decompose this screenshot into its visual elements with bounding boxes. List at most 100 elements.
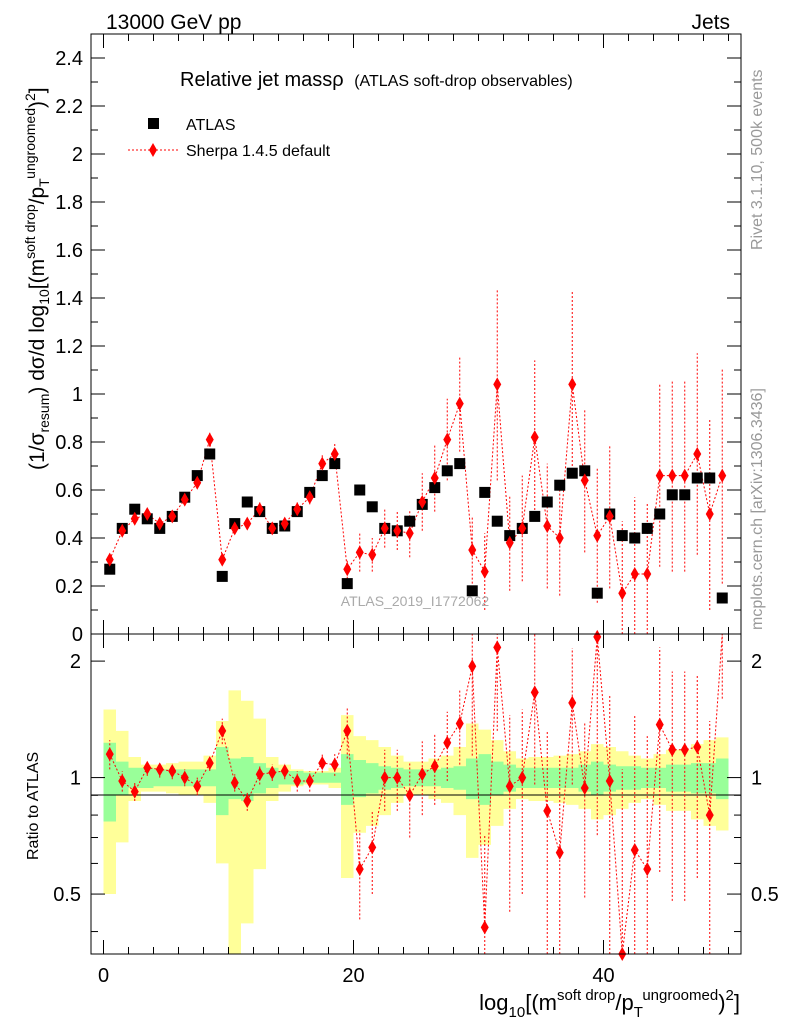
sherpa-point	[555, 531, 564, 545]
ratio-band-inner	[103, 742, 729, 822]
sherpa-point	[493, 377, 502, 392]
sherpa-point	[193, 475, 202, 490]
sherpa-point	[530, 430, 539, 445]
atlas-point	[204, 448, 216, 460]
main-panel-marks	[104, 288, 728, 634]
ratio-panel-frame	[90, 633, 742, 955]
sherpa-point	[268, 521, 277, 536]
ratio-point	[268, 765, 277, 780]
atlas-point	[504, 530, 516, 542]
sherpa-point	[343, 562, 352, 577]
ratio-point	[280, 763, 289, 778]
sherpa-point	[218, 552, 227, 567]
ratio-point	[180, 770, 189, 785]
ratio-point	[568, 695, 577, 710]
atlas-point	[104, 563, 116, 575]
ratio-point	[480, 920, 489, 935]
sherpa-point	[618, 586, 627, 601]
ratio-y-tick-label: 1	[70, 768, 81, 790]
sherpa-point	[643, 567, 652, 581]
sherpa-point	[480, 564, 489, 579]
mcplots-label: mcplots.cern.ch [arXiv:1306.3436]	[749, 388, 766, 630]
sherpa-point	[630, 567, 639, 581]
ratio-y-tick-label-right: 2	[751, 651, 762, 673]
sherpa-line	[109, 384, 723, 595]
ratio-point	[393, 770, 402, 785]
sherpa-point	[205, 432, 214, 447]
sherpa-point	[243, 516, 252, 531]
sherpa-point	[168, 509, 177, 524]
ratio-panel-marks	[105, 629, 723, 961]
atlas-point	[329, 458, 341, 470]
sherpa-point	[693, 447, 702, 461]
main-y-tick-label: 1.2	[55, 336, 83, 358]
header-right: Jets	[691, 11, 730, 34]
legend-atlas-marker	[148, 118, 159, 129]
ratio-point	[605, 773, 614, 788]
ratio-point	[405, 788, 414, 803]
sherpa-point	[468, 543, 477, 557]
atlas-point	[679, 489, 691, 501]
ratio-point	[218, 723, 227, 738]
atlas-point	[341, 578, 353, 590]
sherpa-point	[293, 502, 302, 517]
sherpa-point	[505, 535, 514, 550]
ratio-point	[230, 775, 239, 790]
atlas-point	[566, 467, 578, 479]
atlas-point	[529, 510, 541, 522]
sherpa-point	[155, 516, 164, 531]
atlas-point	[129, 503, 141, 515]
main-y-tick-label: 1.6	[55, 240, 83, 262]
sherpa-point	[118, 523, 127, 538]
ratio-point	[593, 629, 602, 644]
rivet-label: Rivet 3.1.10, 500k events	[749, 69, 766, 250]
ratio-point	[455, 716, 464, 731]
atlas-point	[354, 484, 366, 496]
ratio-y-tick-label: 2	[70, 651, 81, 673]
sherpa-point	[393, 523, 402, 538]
atlas-point	[641, 522, 653, 534]
ratio-point	[330, 757, 339, 772]
ratio-point	[693, 739, 702, 754]
atlas-point	[491, 515, 503, 527]
sherpa-point	[718, 468, 727, 483]
atlas-point	[629, 532, 641, 544]
atlas-point	[591, 587, 603, 599]
sherpa-point	[518, 521, 527, 536]
atlas-point	[704, 472, 716, 484]
ratio-point	[243, 793, 252, 808]
sherpa-point	[105, 552, 114, 567]
sherpa-point	[680, 468, 689, 483]
sherpa-point	[668, 468, 677, 483]
main-y-tick-label: 2.4	[55, 48, 83, 70]
ratio-point	[355, 862, 364, 877]
atlas-point	[191, 470, 203, 482]
ratio-point	[493, 640, 502, 655]
atlas-point	[579, 465, 591, 477]
sherpa-point	[568, 377, 577, 392]
atlas-point	[466, 585, 478, 597]
legend-sherpa-label: Sherpa 1.4.5 default	[186, 143, 331, 160]
ratio-y-tick-label-right: 1	[751, 768, 762, 790]
ratio-point	[193, 779, 202, 794]
sherpa-point	[405, 526, 414, 541]
chart-subtitle: (ATLAS soft-drop observables)	[354, 73, 572, 90]
ratio-point	[368, 840, 377, 855]
ratio-point	[305, 773, 314, 788]
ratio-panel-ticks: 0.5 0.51 12 20 20 40	[53, 634, 779, 987]
atlas-point	[429, 482, 441, 494]
atlas-point	[404, 515, 416, 527]
ratio-point	[293, 773, 302, 788]
main-y-tick-label: 2	[72, 144, 83, 166]
sherpa-point	[143, 507, 152, 521]
main-panel-ticks: 0 0.2 0.4 0.6 0.8 1 1.2 1.4 1.6 1.8 2 2.2 2.4	[55, 33, 741, 646]
legend-atlas-label: ATLAS	[186, 117, 236, 134]
main-y-tick-label: 1	[72, 384, 83, 406]
atlas-point	[441, 465, 453, 477]
sherpa-point	[305, 490, 314, 505]
ratio-point	[530, 685, 539, 700]
atlas-point	[479, 486, 491, 498]
main-y-axis-label: (1/σresum) dσ/d log10[(msoft drop/pTungr…	[22, 87, 52, 470]
atlas-point	[616, 530, 628, 542]
